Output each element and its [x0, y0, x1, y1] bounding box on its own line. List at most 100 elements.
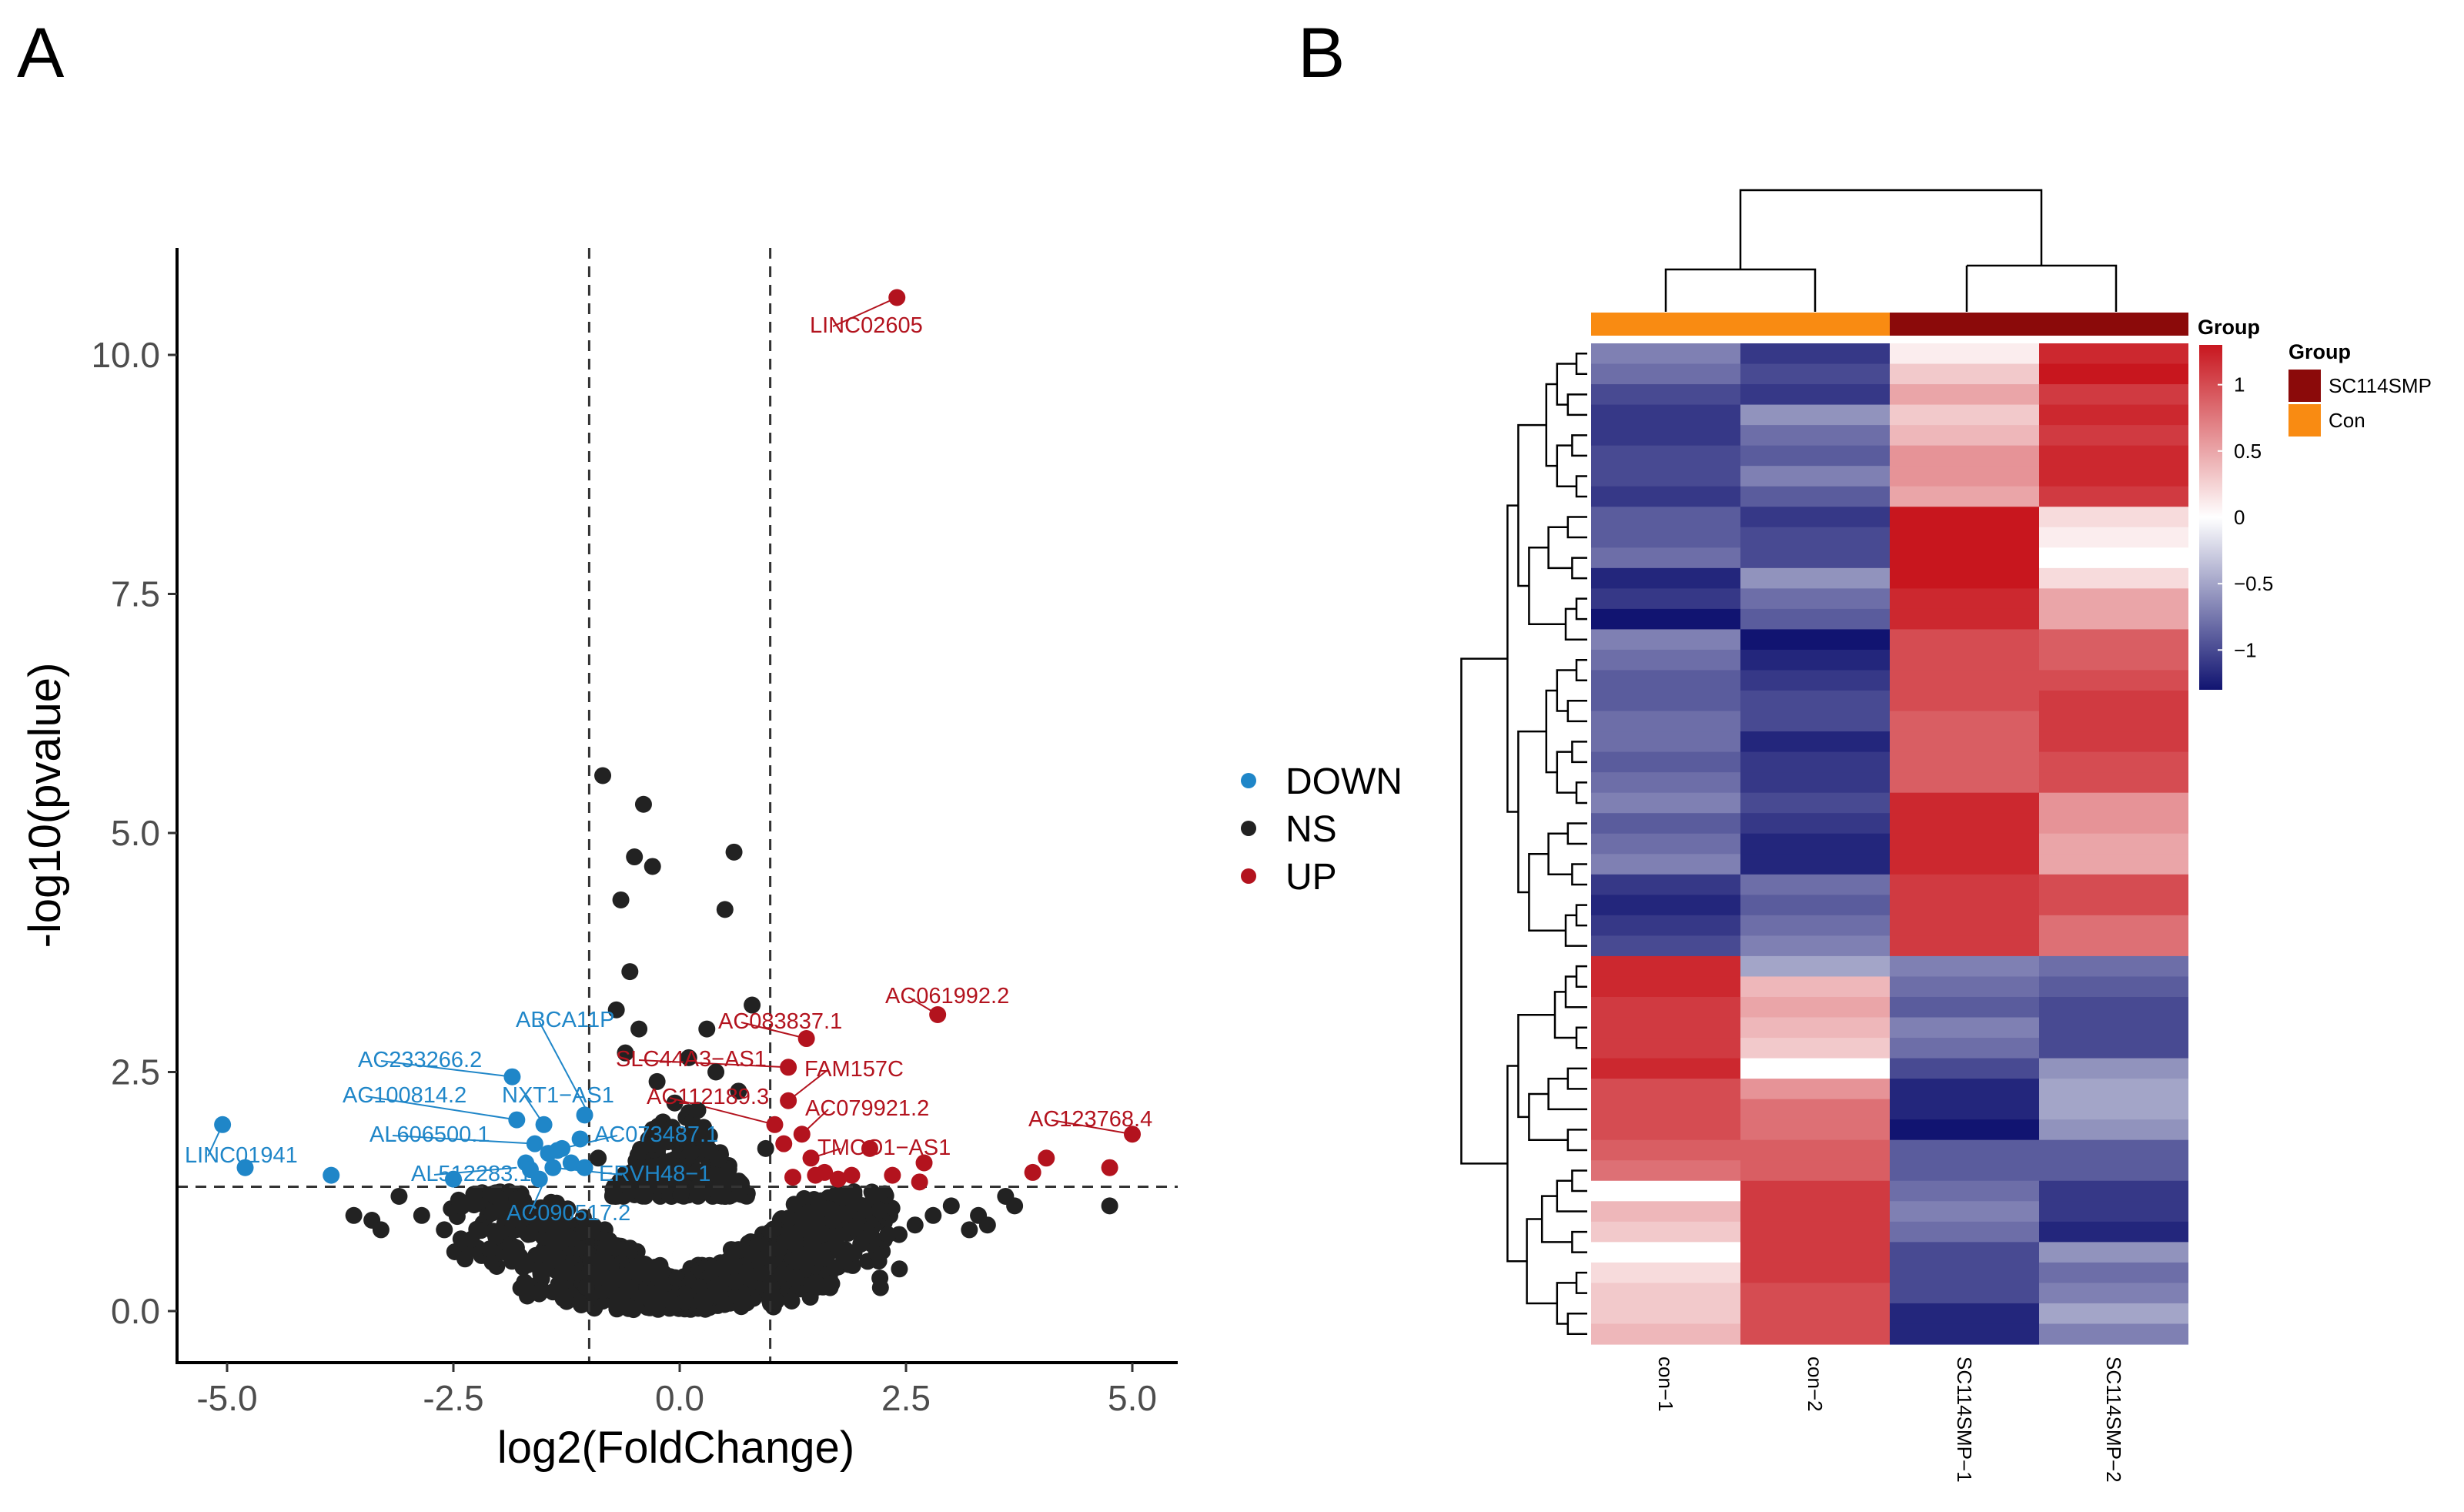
heatmap-cell	[1740, 649, 1890, 671]
ns-point	[604, 1269, 622, 1287]
heatmap-cell	[1740, 1119, 1890, 1141]
heatmap-cell	[1591, 976, 1740, 998]
group-annotation-cell	[2039, 313, 2188, 336]
heatmap-cell	[1591, 1099, 1740, 1120]
ns-point	[536, 1229, 553, 1246]
ns-point	[743, 1245, 761, 1263]
row-dendrogram-branch	[1575, 475, 1587, 498]
legend-con-label: Con	[2329, 409, 2365, 432]
ns-point-cloud	[443, 1094, 908, 1319]
heatmap-cell	[2039, 833, 2188, 855]
heatmap-cell	[1890, 343, 2039, 365]
row-dendrogram-branch	[1575, 965, 1587, 988]
ns-point	[516, 1273, 533, 1291]
ns-point	[780, 1209, 797, 1227]
heatmap-cell	[1591, 935, 1740, 957]
heatmap-cell	[1890, 772, 2039, 794]
heatmap-cell	[1740, 854, 1890, 875]
point-ns	[744, 996, 761, 1014]
point-down	[323, 1166, 340, 1184]
heatmap-cell	[1591, 996, 1740, 1019]
heatmap-cell	[2039, 588, 2188, 610]
colorbar-tick-label: −1	[2234, 638, 2257, 661]
row-dendrogram-branch	[1517, 730, 1546, 894]
heatmap-cell	[1740, 976, 1890, 998]
label-connector	[392, 1135, 535, 1145]
ns-point	[594, 1282, 612, 1300]
heatmap-cell	[1591, 1262, 1740, 1284]
group-annotation-cell	[1890, 313, 2039, 336]
point-ns	[1101, 1197, 1118, 1215]
ns-point	[787, 1269, 805, 1286]
point-up	[780, 1059, 797, 1076]
legend-up-label: UP	[1285, 857, 1337, 898]
heatmap-cell	[1890, 629, 2039, 651]
x-tick-label: -5.0	[196, 1378, 257, 1418]
point-label: SLC44A3−AS1	[616, 1047, 767, 1072]
point-label: AC233266.2	[358, 1048, 482, 1072]
heatmap-cell	[2039, 711, 2188, 732]
point-ns	[544, 1283, 562, 1301]
row-dendrogram-branch	[1571, 1230, 1587, 1253]
row-dendrogram-branch	[1556, 444, 1576, 487]
column-label: con−1	[1654, 1356, 1677, 1412]
heatmap-cell	[2039, 629, 2188, 651]
ns-point	[664, 1157, 682, 1175]
row-dendrogram-branch	[1566, 1312, 1587, 1335]
point-labels: LINC02605 AC061992.2 AC083837.1 SLC44A3−AS1…	[185, 313, 1152, 1226]
heatmap-cell	[1591, 772, 1740, 794]
row-dendrogram-branch	[1545, 689, 1557, 774]
ns-point	[871, 1279, 889, 1296]
point-label: TMCO1−AS1	[817, 1136, 951, 1160]
heatmap-cell	[1890, 1038, 2039, 1059]
point-ns	[879, 1226, 897, 1243]
ns-point	[665, 1296, 682, 1313]
heatmap-cell	[1890, 691, 2039, 712]
heatmap-cell	[1890, 466, 2039, 487]
ns-point	[764, 1220, 782, 1238]
point-down	[535, 1116, 553, 1133]
column-label: SC114SMP−1	[1953, 1356, 1976, 1483]
heatmap-cell	[2039, 1201, 2188, 1223]
heatmap-cell	[1890, 976, 2039, 998]
row-dendrogram-branch	[1571, 741, 1587, 764]
heatmap-cell	[1740, 813, 1890, 835]
label-connector	[638, 1059, 789, 1069]
heatmap-cell	[1740, 1038, 1890, 1059]
column-label: SC114SMP−2	[2102, 1356, 2125, 1483]
point-ns	[535, 1245, 553, 1263]
ns-point	[773, 1265, 791, 1283]
heatmap-cell	[1591, 915, 1740, 936]
heatmap-cell	[2039, 1283, 2188, 1304]
point-label: AL512283.1	[411, 1162, 531, 1186]
point-down	[445, 1170, 462, 1188]
heatmap-cell	[1591, 1017, 1740, 1039]
row-dendrogram-branch	[1575, 597, 1587, 621]
ns-point	[530, 1202, 548, 1219]
row-dendrogram-branch	[1575, 781, 1587, 805]
label-connector	[380, 1060, 513, 1078]
point-down	[521, 1161, 539, 1179]
heatmap-cell	[1890, 711, 2039, 732]
volcano-plot: LINC02605 AC061992.2 AC083837.1 SLC44A3−AS1…	[20, 248, 1403, 1473]
point-up	[1124, 1126, 1141, 1143]
heatmap-cell	[2039, 731, 2188, 753]
heatmap-cell	[1740, 792, 1890, 814]
point-label: LINC01941	[185, 1143, 298, 1168]
point-label: NXT1−AS1	[502, 1083, 614, 1108]
point-down	[576, 1159, 593, 1176]
heatmap-cell	[2039, 874, 2188, 895]
heatmap-cell	[1740, 445, 1890, 467]
point-ns	[906, 1216, 924, 1234]
heatmap-cell	[1591, 1079, 1740, 1100]
heatmap-cell	[1890, 874, 2039, 895]
heatmap-cell	[1740, 895, 1890, 916]
heatmap-cell	[1740, 1079, 1890, 1100]
point-down	[571, 1130, 589, 1148]
heatmap-cell	[1890, 445, 2039, 467]
ns-point	[814, 1199, 832, 1217]
heatmap-cell	[2039, 384, 2188, 406]
heatmap-panel: Group con−1 con−2 SC114SMP−1 SC114SMP−2 10.…	[1460, 189, 2432, 1483]
point-ns	[345, 1206, 363, 1224]
heatmap-cell	[1740, 1099, 1890, 1120]
